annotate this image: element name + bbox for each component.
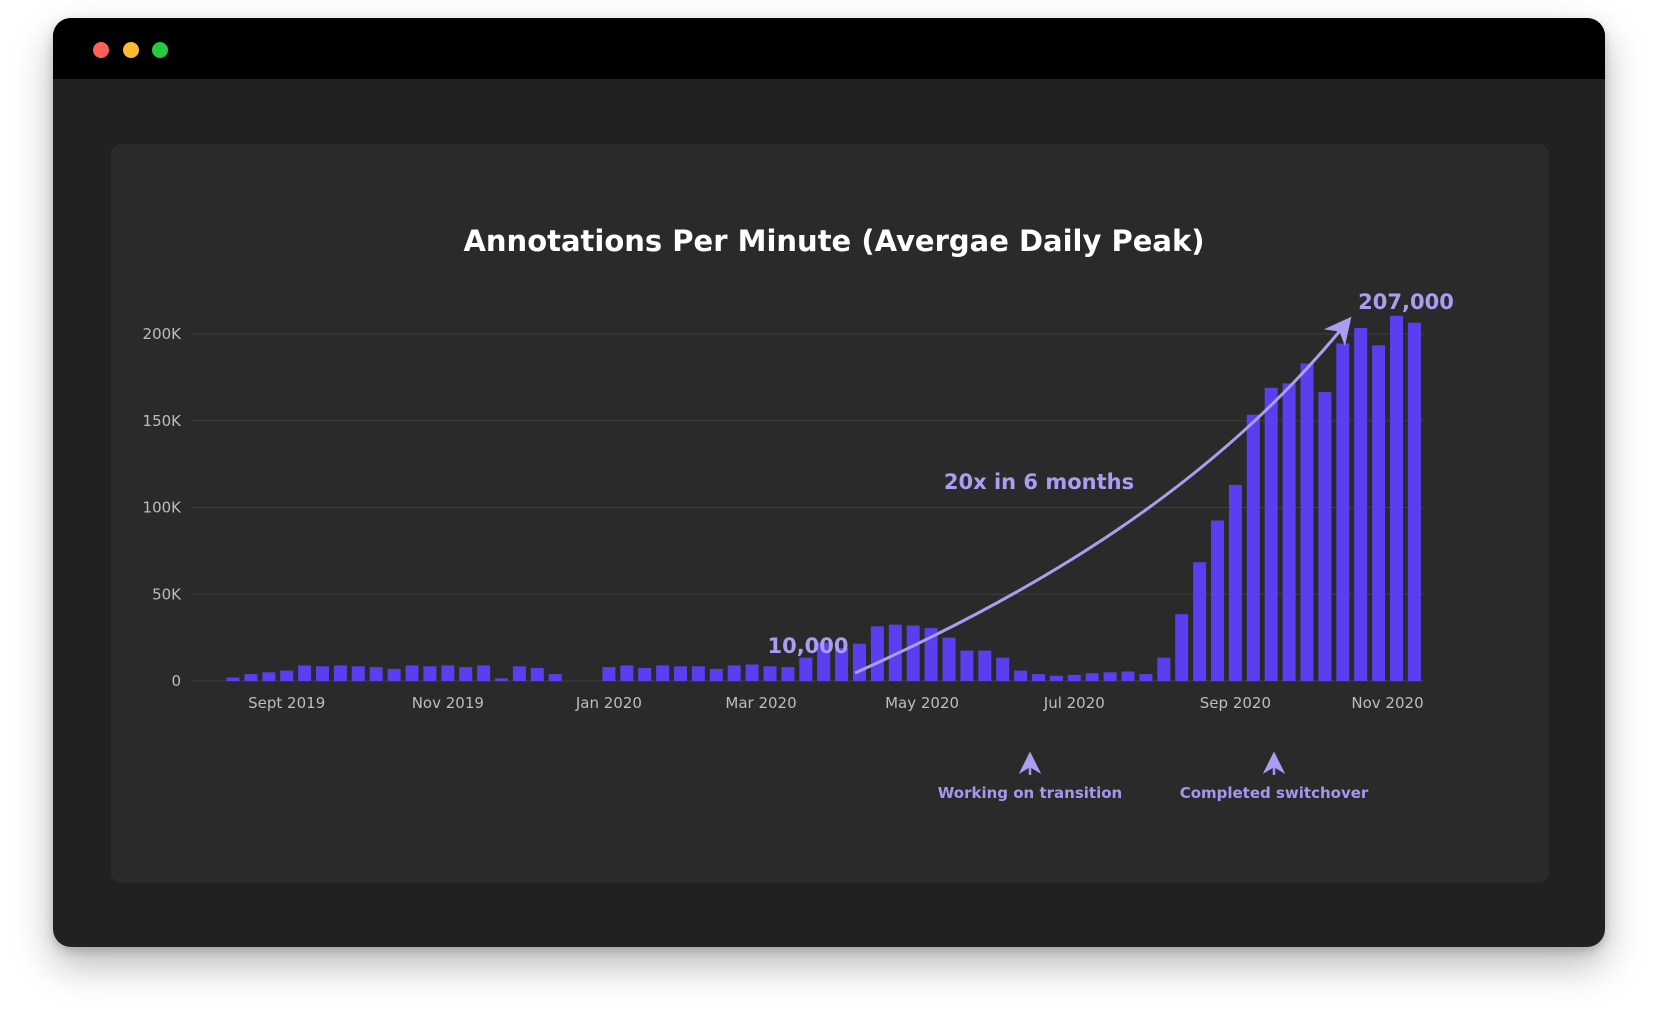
y-tick-label: 50K (152, 585, 182, 603)
bar (423, 666, 437, 681)
bar (316, 666, 329, 681)
bar (280, 670, 294, 681)
y-tick-label: 0 (171, 672, 181, 690)
bar (799, 657, 813, 681)
app-window: Annotations Per Minute (Avergae Daily Pe… (53, 18, 1605, 947)
bar (1407, 322, 1421, 681)
switchover-annotation: Completed switchover (1180, 784, 1369, 802)
bar (1300, 363, 1314, 681)
bar (530, 668, 544, 681)
x-tick-label: Jan 2020 (575, 694, 642, 712)
bar (1157, 657, 1171, 681)
bar (226, 677, 240, 681)
bar (978, 650, 992, 681)
bar (1014, 670, 1028, 681)
x-tick-label: Nov 2019 (412, 694, 484, 712)
growth-annotation: 20x in 6 months (944, 470, 1134, 494)
bar (1121, 671, 1135, 681)
bar (960, 650, 974, 681)
bar (638, 668, 652, 681)
bar (1372, 345, 1386, 681)
bar (727, 665, 741, 681)
bar (548, 674, 562, 681)
bar (781, 667, 795, 681)
bar (1318, 392, 1332, 681)
bar (1067, 674, 1081, 681)
bar (1282, 383, 1296, 681)
growth-arrow (854, 316, 1352, 675)
bar (924, 628, 938, 681)
bar (763, 666, 777, 681)
bar (1246, 414, 1260, 681)
bar (1211, 520, 1224, 681)
bar (817, 642, 831, 681)
bar (369, 667, 383, 681)
bar (656, 665, 670, 681)
bar (1390, 315, 1403, 681)
bar (602, 667, 616, 681)
bar (1193, 562, 1207, 681)
bar (441, 665, 455, 681)
bar (351, 666, 365, 681)
bar (1139, 674, 1153, 681)
bar (1175, 614, 1189, 681)
end-value-annotation: 207,000 (1358, 290, 1454, 314)
bar (1032, 674, 1045, 681)
y-tick-label: 200K (143, 325, 183, 343)
bar (691, 666, 705, 681)
bar (620, 665, 634, 681)
bar (262, 672, 276, 681)
bar (298, 665, 312, 681)
bar (387, 668, 401, 681)
bar (674, 666, 687, 681)
bar (745, 664, 759, 681)
bar (1264, 387, 1278, 681)
bar (405, 665, 419, 681)
close-window-button[interactable] (93, 42, 109, 58)
bar (996, 657, 1010, 681)
bar (870, 626, 884, 681)
bar (906, 625, 920, 681)
bar (1085, 673, 1099, 681)
bar (1049, 675, 1063, 681)
bar (459, 667, 473, 681)
bar (835, 648, 849, 681)
y-tick-label: 100K (143, 499, 183, 517)
chart-title: Annotations Per Minute (Avergae Daily Pe… (463, 224, 1204, 258)
x-tick-label: Jul 2020 (1043, 694, 1105, 712)
bar (244, 674, 258, 681)
bar (512, 666, 526, 681)
bar (709, 668, 723, 681)
title-bar (53, 18, 1605, 79)
zoom-window-button[interactable] (152, 42, 168, 58)
bar (333, 665, 347, 681)
bar (1228, 484, 1242, 681)
x-tick-label: Nov 2020 (1351, 694, 1423, 712)
bar (853, 643, 866, 681)
bar (495, 678, 508, 681)
x-tick-label: May 2020 (885, 694, 959, 712)
bar (1354, 327, 1368, 681)
bar (1336, 343, 1350, 681)
bar-chart: Annotations Per Minute (Avergae Daily Pe… (143, 224, 1454, 802)
start-value-annotation: 10,000 (767, 634, 848, 658)
y-tick-label: 150K (143, 412, 183, 430)
x-tick-label: Mar 2020 (725, 694, 796, 712)
bar (477, 665, 491, 681)
bar (942, 637, 956, 681)
x-tick-label: Sep 2020 (1200, 694, 1271, 712)
minimize-window-button[interactable] (123, 42, 139, 58)
bar (1103, 672, 1117, 681)
transition-annotation: Working on transition (938, 784, 1122, 802)
x-tick-label: Sept 2019 (248, 694, 325, 712)
